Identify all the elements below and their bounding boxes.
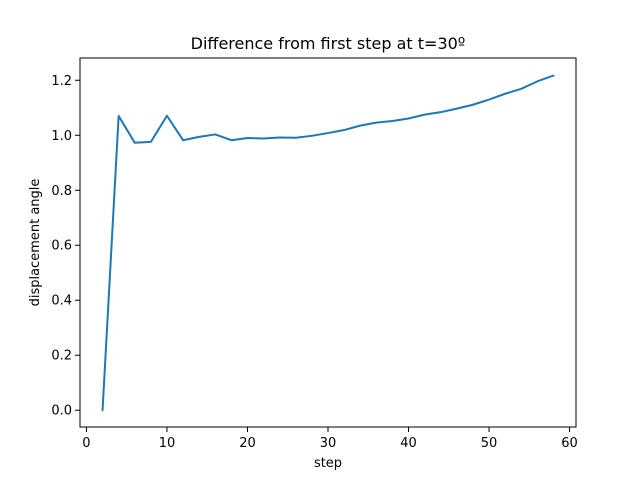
x-axis: 0 10 20 30 40 50 60: [82, 427, 578, 451]
x-axis-label: step: [314, 456, 342, 471]
plot-area: [79, 57, 577, 428]
x-tick-label: 60: [561, 436, 578, 451]
x-tick-label: 40: [400, 436, 417, 451]
y-tick-label: 0.8: [51, 184, 72, 199]
x-tick-label: 0: [82, 436, 90, 451]
x-tick-label: 20: [239, 436, 256, 451]
series-layer: [101, 74, 555, 412]
x-tick-label: 10: [159, 436, 176, 451]
series-line-0: [101, 74, 555, 412]
x-tick-label: 50: [481, 436, 498, 451]
y-tick-label: 1.2: [51, 74, 72, 89]
y-axis-label: displacement angle: [28, 179, 43, 307]
y-tick-label: 0.2: [51, 349, 72, 364]
chart-title: Difference from first step at t=30º: [191, 34, 466, 53]
y-tick-label: 0.0: [51, 404, 72, 419]
y-tick-label: 0.4: [51, 294, 72, 309]
x-tick-label: 30: [320, 436, 337, 451]
plot-frame: [79, 57, 577, 428]
y-axis: 0.0 0.2 0.4 0.6 0.8 1.0 1.2: [51, 74, 80, 419]
y-tick-label: 1.0: [51, 129, 72, 144]
y-tick-label: 0.6: [51, 239, 72, 254]
